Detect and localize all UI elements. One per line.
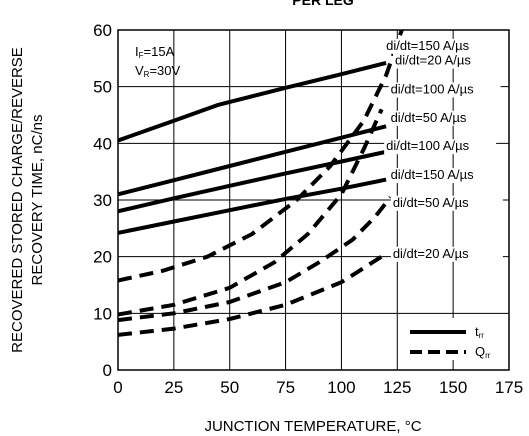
tick-labels: 0 25 50 75 100 125 150 175 0 10 20 30 40 50 60 [93,21,523,397]
curve-label: di/dt=20 A/µs [395,53,471,68]
y-axis-label-line1: RECOVERED STORED CHARGE/REVERSE [9,47,26,353]
x-tick-label: 100 [327,378,355,397]
x-tick-label: 0 [113,378,122,397]
curve-label: di/dt=100 A/µs [386,138,470,153]
legend: trr Qrr [407,318,505,360]
trr-curve [118,60,387,143]
curve-label-bg [388,82,501,98]
curve-label-bg [393,53,506,69]
curve-label: di/dt=50 A/µs [393,195,469,210]
curve-label-bg [390,195,503,211]
y-tick-label: 30 [93,191,112,210]
x-axis-label: JUNCTION TEMPERATURE, °C [204,418,421,435]
curve-label-bg [388,110,501,126]
x-tick-label: 175 [495,378,523,397]
qrr-curve [118,30,404,283]
curve-label: di/dt=20 A/µs [393,246,469,261]
y-tick-label: 0 [103,361,112,380]
plot-frame [117,29,510,371]
legend-qrr-label: Qrr [475,344,491,360]
chart-title: PER LEG [292,0,354,8]
curve-label: di/dt=100 A/µs [391,81,475,96]
trr-curve [118,177,387,235]
qrr-curve [118,195,393,323]
x-tick-label: 150 [439,378,467,397]
curve-labels: di/dt=150 A/µs di/dt=100 A/µs di/dt=50 A/µ… [384,38,506,262]
curve-label: di/dt=50 A/µs [391,110,467,125]
qrr-curve [118,252,388,337]
curve-label-bg [388,168,501,184]
curve-label: di/dt=150 A/µs [386,38,470,53]
x-tick-label: 25 [164,378,183,397]
x-tick-label: 125 [383,378,411,397]
vr-condition: VR=30V [135,63,181,79]
y-tick-label: 60 [93,21,112,40]
curve-label-bg [384,38,497,54]
x-tick-label: 50 [220,378,239,397]
y-tick-label: 20 [93,248,112,267]
qrr-curve [118,108,384,317]
legend-trr-label: trr [475,324,484,340]
y-tick-label: 40 [93,134,112,153]
trr-curve [118,149,387,214]
y-tick-label: 10 [93,304,112,323]
x-tick-label: 75 [276,378,295,397]
curves [118,30,404,337]
curve-label-bg [390,246,503,262]
y-tick-label: 50 [93,78,112,97]
trr-curve [118,124,387,197]
if-condition: IF=15A [135,44,175,60]
y-axis-label-line2: RECOVERY TIME, nC/ns [29,115,46,286]
curve-label-bg [384,139,497,155]
curve-label: di/dt=150 A/µs [391,167,475,182]
